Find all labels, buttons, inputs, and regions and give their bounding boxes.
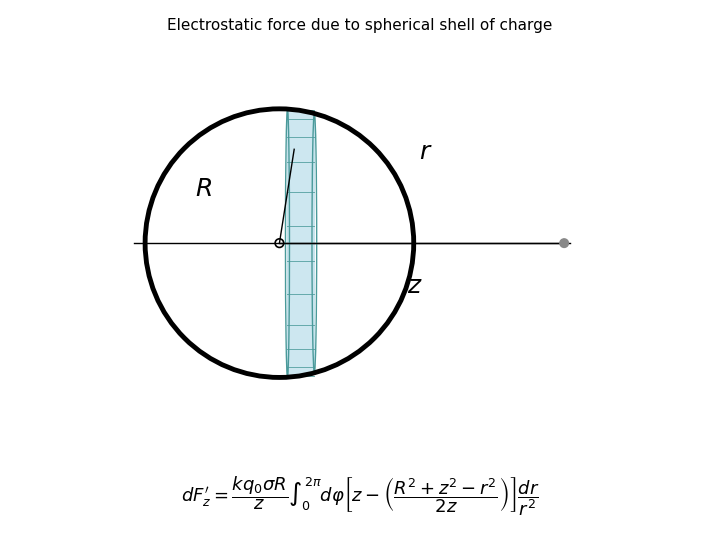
Text: r: r <box>419 140 430 164</box>
Text: Electrostatic force due to spherical shell of charge: Electrostatic force due to spherical she… <box>167 17 553 32</box>
Text: $dF_z' = \dfrac{kq_0\sigma R}{z}\int_0^{2\pi} d\varphi\left[z - \left(\dfrac{R^2: $dF_z' = \dfrac{kq_0\sigma R}{z}\int_0^{… <box>181 474 539 517</box>
Polygon shape <box>287 109 315 377</box>
Text: R: R <box>196 178 213 201</box>
Text: z: z <box>407 274 420 298</box>
Circle shape <box>560 239 569 247</box>
